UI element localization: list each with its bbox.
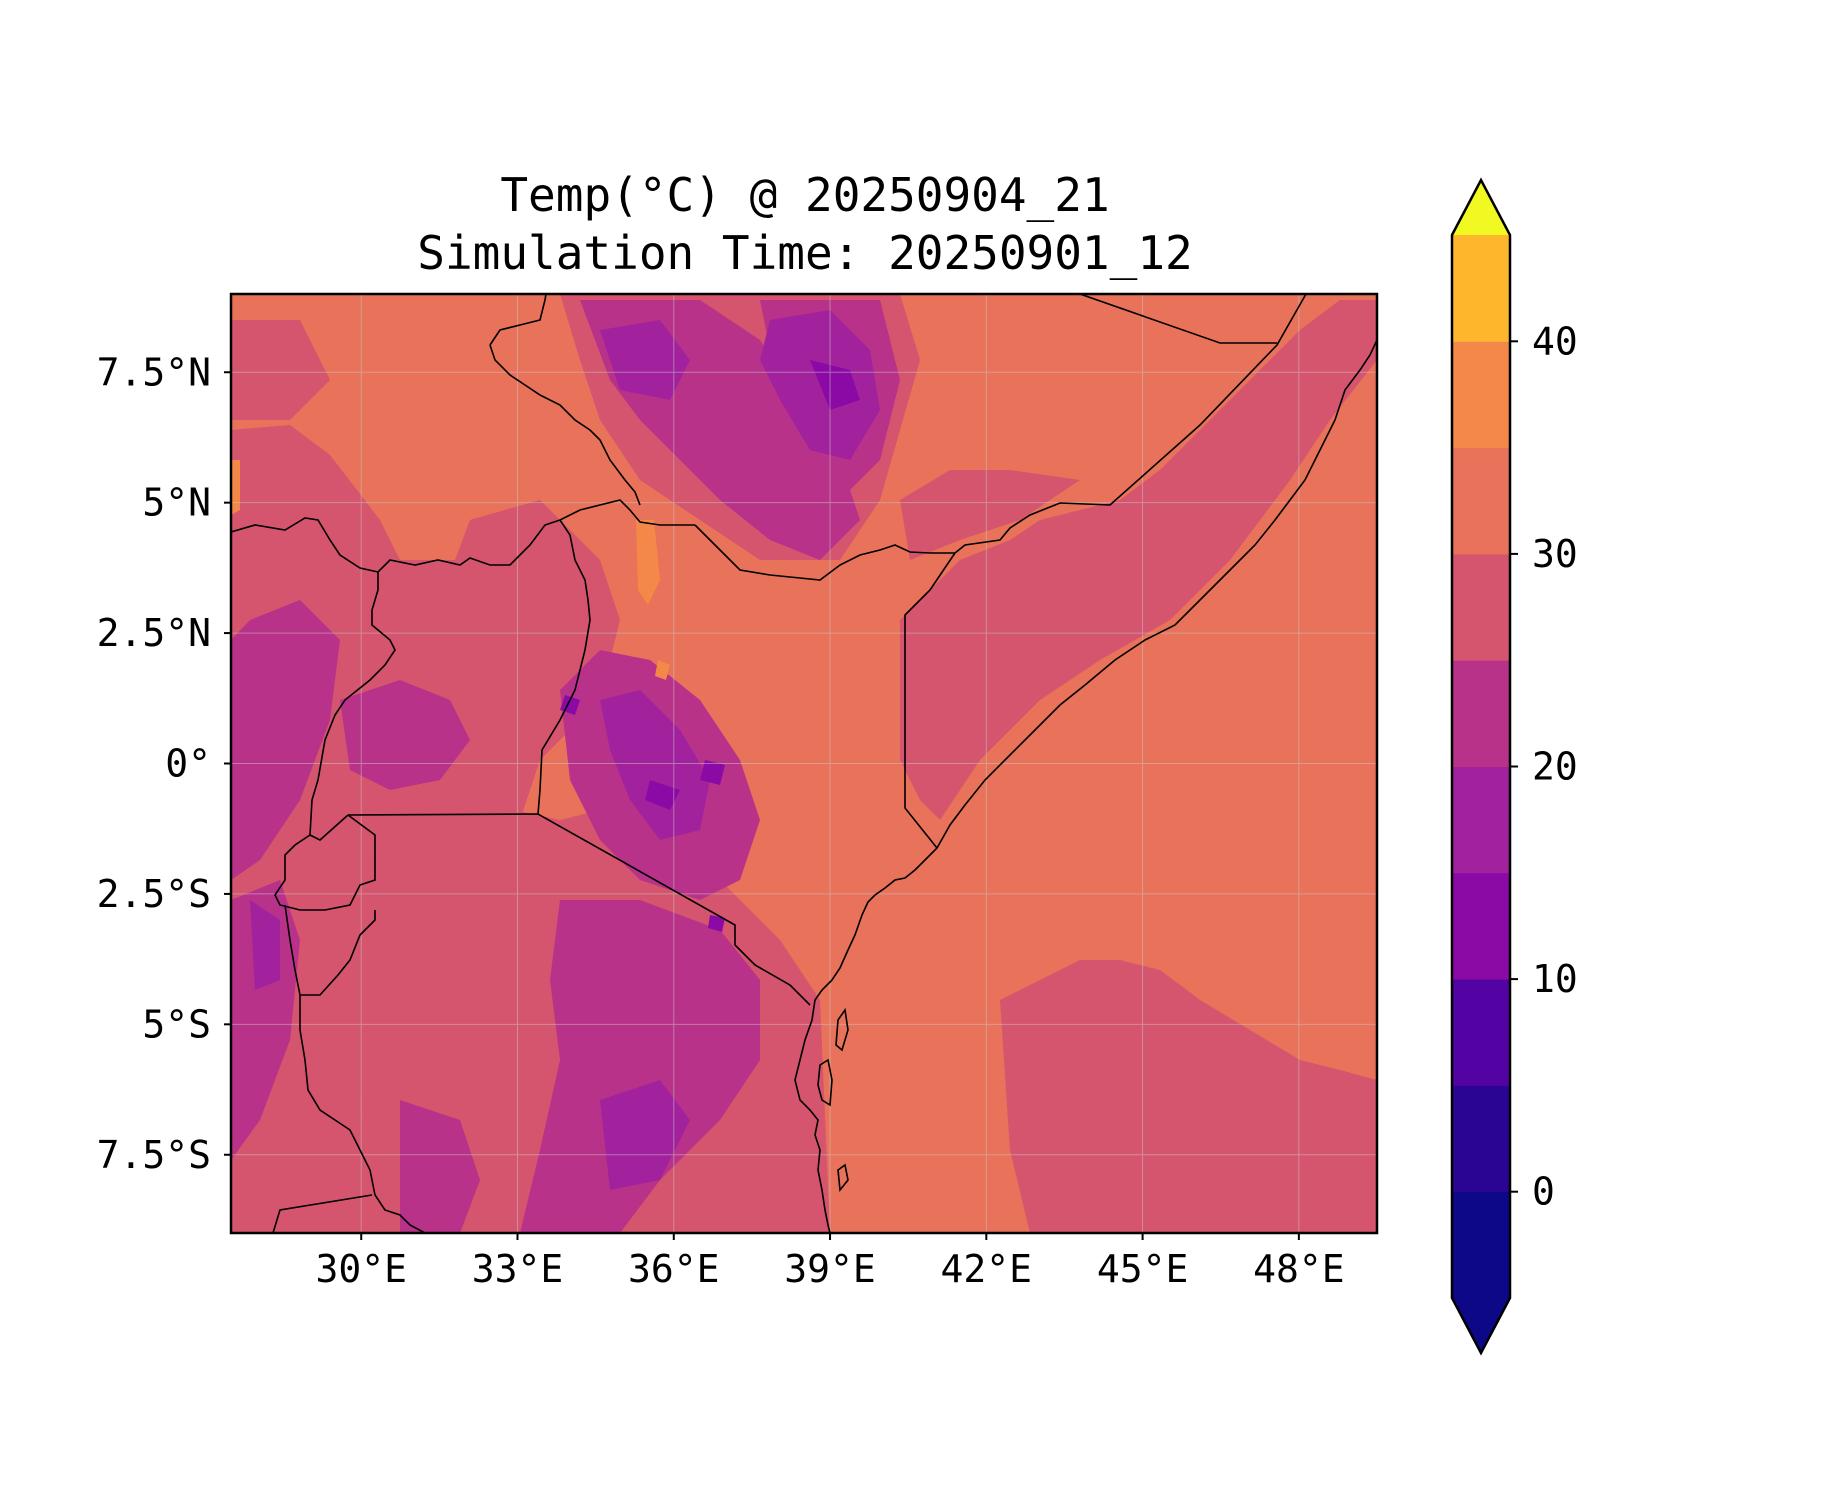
border-tanzania-north xyxy=(347,813,811,1006)
colorbar-segment xyxy=(1452,235,1510,342)
border-ethiopia-kenya xyxy=(694,524,955,581)
colorbar: 0 10 20 30 40 xyxy=(1450,177,1578,1356)
border-uganda-drc xyxy=(309,572,396,841)
field-region-20-25 xyxy=(231,320,330,420)
x-tick-label: 30°E xyxy=(315,1247,407,1291)
field-region-30-35 xyxy=(636,520,660,605)
country-borders xyxy=(231,294,1377,1233)
border-ethiopia-somalia xyxy=(954,294,1307,554)
field-region-5-10 xyxy=(708,915,725,932)
field-region-15-20 xyxy=(520,900,760,1233)
temperature-field xyxy=(231,294,1377,1233)
field-region-15-20 xyxy=(400,1100,480,1233)
x-tick-label: 42°E xyxy=(941,1247,1033,1291)
title-line-2: Simulation Time: 20250901_12 xyxy=(417,226,1193,280)
coast-somalia-kenya-tanzania xyxy=(794,339,1377,1233)
colorbar-tick-label: 0 xyxy=(1532,1170,1555,1214)
field-region-30-35 xyxy=(655,660,670,680)
colorbar-outline xyxy=(1450,177,1512,1356)
colorbar-segment xyxy=(1452,979,1510,1086)
island-mafia xyxy=(837,1163,849,1193)
border-uganda-kenya xyxy=(537,519,591,815)
colorbar-segment xyxy=(1452,553,1510,661)
title-line-1: Temp(°C) @ 20250904_21 xyxy=(500,168,1110,222)
x-tick-label: 45°E xyxy=(1097,1247,1189,1291)
border-ethiopia-west xyxy=(489,344,641,506)
y-axis-ticks: 7.5°N 5°N 2.5°N 0° 2.5°S 5°S 7.5°S xyxy=(97,350,231,1177)
field-region-15-20 xyxy=(340,680,470,790)
colorbar-tick-label: 30 xyxy=(1532,532,1578,576)
y-tick-label: 5°N xyxy=(142,481,211,525)
y-tick-label: 7.5°N xyxy=(97,350,211,394)
y-tick-label: 2.5°S xyxy=(97,872,211,916)
x-tick-label: 39°E xyxy=(784,1247,876,1291)
field-region-10-15 xyxy=(250,900,280,990)
field-region-10-15 xyxy=(600,1080,690,1190)
field-region-20-25 xyxy=(900,470,1080,560)
colorbar-extend-min xyxy=(1452,1298,1510,1353)
colorbar-tick-label: 40 xyxy=(1532,319,1578,363)
border-south-sudan-uganda xyxy=(231,499,695,573)
border-somaliland xyxy=(1079,294,1277,344)
colorbar-tick-label: 10 xyxy=(1532,957,1578,1001)
x-tick-label: 48°E xyxy=(1253,1247,1345,1291)
border-burundi-tanzania xyxy=(284,904,376,996)
border-south-sudan-ethiopia xyxy=(489,294,547,346)
field-region-20-25 xyxy=(1000,960,1377,1233)
border-tanzania-zambia xyxy=(272,1194,373,1233)
colorbar-segment xyxy=(1452,766,1510,874)
border-rwanda-burundi xyxy=(274,814,376,911)
colorbar-segment xyxy=(1452,341,1510,449)
y-tick-label: 7.5°S xyxy=(97,1133,211,1177)
grid-lines xyxy=(231,294,1377,1233)
y-tick-label: 5°S xyxy=(142,1002,211,1046)
x-axis-ticks: 30°E 33°E 36°E 39°E 42°E 45°E 48°E xyxy=(315,1233,1345,1291)
colorbar-segment xyxy=(1452,447,1510,555)
colorbar-segment xyxy=(1452,1191,1510,1299)
colorbar-segment xyxy=(1452,872,1510,980)
border-tanganyika xyxy=(299,995,426,1233)
y-tick-label: 0° xyxy=(165,742,211,786)
field-region-15-20 xyxy=(231,880,300,1160)
x-tick-label: 36°E xyxy=(628,1247,720,1291)
field-region-10-15 xyxy=(600,320,690,400)
colorbar-extend-max xyxy=(1452,180,1510,235)
field-region-15-20 xyxy=(231,600,340,880)
field-region-20-25 xyxy=(900,300,1377,820)
field-region-30-35 xyxy=(231,460,240,515)
colorbar-tick-label: 20 xyxy=(1532,745,1578,789)
field-region-10-15 xyxy=(600,690,710,840)
y-tick-label: 2.5°N xyxy=(97,611,211,655)
island-pemba xyxy=(835,1007,849,1052)
island-zanzibar xyxy=(817,1058,833,1107)
x-tick-label: 33°E xyxy=(472,1247,564,1291)
field-region-5-10 xyxy=(700,760,725,785)
colorbar-segment xyxy=(1452,660,1510,767)
field-region-5-10 xyxy=(645,780,680,810)
border-kenya-somalia xyxy=(904,552,956,849)
colorbar-segment xyxy=(1452,1085,1510,1193)
